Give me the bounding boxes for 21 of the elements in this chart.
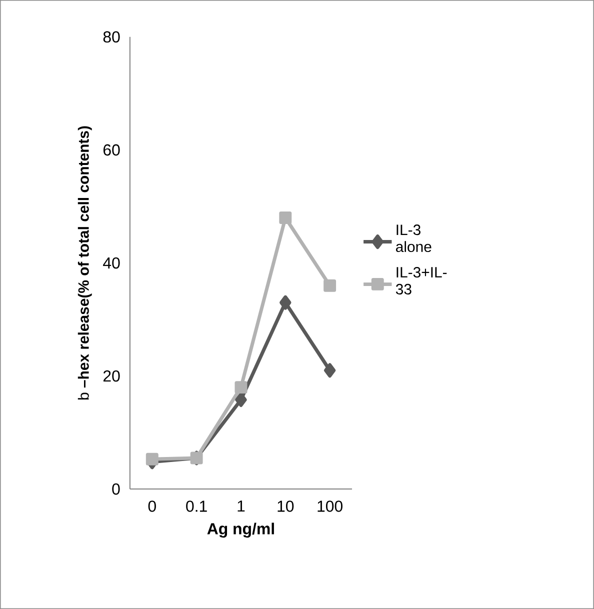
point <box>324 279 336 292</box>
point <box>280 295 292 310</box>
x-tick-label: 100 <box>318 500 342 512</box>
y-tick-label: 20 <box>103 370 120 382</box>
x-tick-label: 1 <box>238 500 245 512</box>
y-axis-title: b –hex release(% of total cell contents) <box>78 126 92 400</box>
x-tick-label: 0.1 <box>186 500 207 512</box>
y-tick-label: 80 <box>103 31 120 43</box>
y-tick-label: 60 <box>103 144 120 156</box>
point <box>234 381 248 394</box>
point <box>324 363 336 378</box>
x-axis-title: Ag ng/ml <box>207 522 274 538</box>
point <box>279 212 292 224</box>
legend-label: IL-3+IL-33 <box>396 266 447 294</box>
legend-label: IL-3 alone <box>396 224 432 252</box>
y-tick-label: 0 <box>112 483 120 495</box>
point <box>146 452 158 466</box>
x-tick-label: 0 <box>148 500 156 512</box>
y-tick-label: 40 <box>103 257 120 269</box>
point <box>235 392 247 407</box>
x-tick-label: 10 <box>278 500 294 512</box>
